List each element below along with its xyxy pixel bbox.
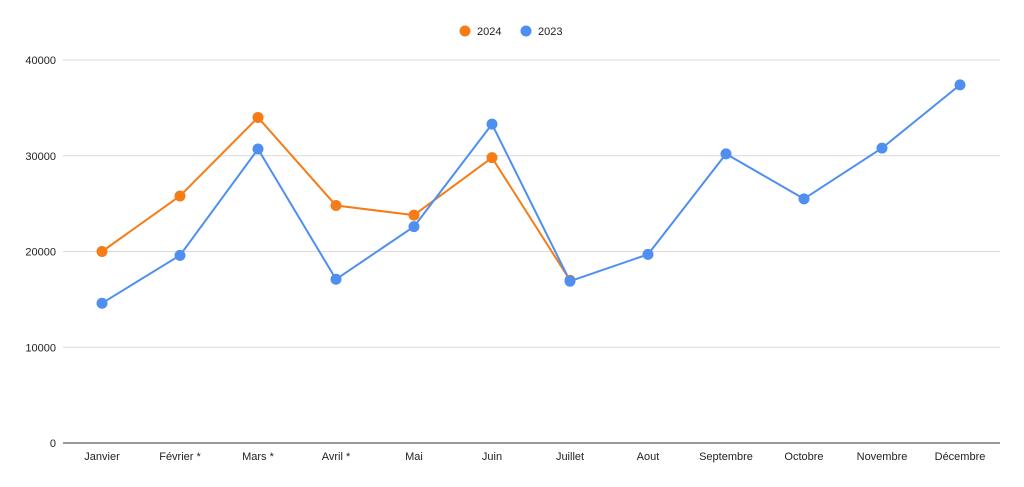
- data-point-2024: [486, 152, 498, 164]
- data-point-2023: [564, 275, 576, 287]
- data-point-2023: [252, 143, 264, 155]
- data-point-2023: [486, 118, 498, 130]
- data-point-2024: [96, 246, 108, 257]
- x-tick-label: Février *: [159, 451, 201, 463]
- legend-label-2023: 2023: [538, 26, 562, 38]
- legend-marker-2023: [520, 25, 532, 37]
- series-line-2023: [101, 84, 961, 305]
- y-axis-tick-labels: 0 10000 20000 30000 40000: [25, 55, 56, 450]
- y-tick-label: 10000: [25, 342, 56, 354]
- legend-marker-2024: [459, 25, 471, 37]
- x-axis-tick-labels: Janvier Février * Mars * Avril * Mai Juin Juil…: [84, 451, 985, 463]
- data-point-2023: [642, 248, 654, 260]
- data-point-2024: [174, 190, 186, 202]
- x-tick-label: Aout: [637, 451, 660, 463]
- x-tick-label: Mai: [405, 451, 423, 463]
- legend: 2024 2023: [459, 25, 562, 38]
- data-point-2024: [408, 209, 420, 221]
- x-tick-label: Juin: [482, 451, 502, 463]
- data-point-2023: [954, 79, 966, 91]
- data-point-2023: [720, 148, 732, 160]
- x-tick-label: Avril *: [322, 451, 351, 463]
- series-points: [96, 79, 966, 309]
- y-tick-label: 40000: [25, 55, 56, 67]
- x-tick-label: Septembre: [699, 451, 753, 463]
- x-tick-label: Mars *: [242, 451, 275, 463]
- y-tick-label: 0: [50, 438, 56, 450]
- x-tick-label: Octobre: [784, 451, 823, 463]
- x-tick-label: Juillet: [556, 451, 584, 463]
- y-tick-label: 30000: [25, 151, 56, 163]
- data-point-2024: [330, 200, 342, 212]
- data-point-2023: [408, 221, 420, 233]
- y-tick-label: 20000: [25, 247, 56, 259]
- data-point-2023: [798, 193, 810, 205]
- x-tick-label: Janvier: [84, 451, 120, 463]
- x-tick-label: Novembre: [857, 451, 908, 463]
- legend-label-2024: 2024: [477, 26, 501, 38]
- data-point-2024: [252, 111, 264, 123]
- x-tick-label: Décembre: [935, 451, 986, 463]
- data-point-2023: [96, 297, 108, 309]
- series-lines: [101, 84, 961, 305]
- data-point-2023: [330, 273, 342, 285]
- data-point-2023: [876, 142, 888, 154]
- data-point-2023: [174, 249, 186, 261]
